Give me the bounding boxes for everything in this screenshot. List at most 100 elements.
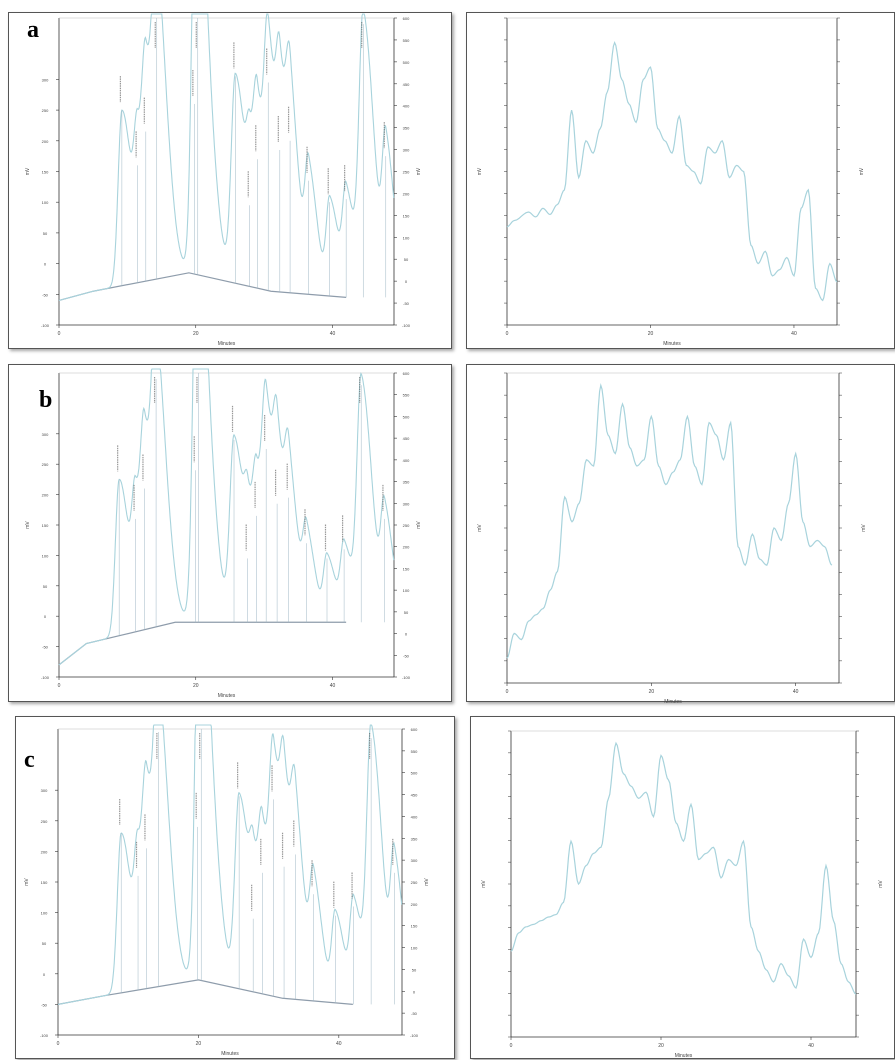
y-tick-label-left: -50 xyxy=(42,645,49,650)
y-tick-label-right: 0 xyxy=(405,279,408,284)
y-tick-label-right: 0 xyxy=(413,989,416,994)
y-tick-label-left: -100 xyxy=(41,675,50,680)
y-tick-label-left: -100 xyxy=(41,323,50,328)
y-tick-label-left: -100 xyxy=(40,1033,49,1038)
x-tick-label: 20 xyxy=(196,1041,202,1047)
y-tick-label-right: 350 xyxy=(403,480,410,485)
x-tick-label: 40 xyxy=(330,331,336,337)
y-tick-label-right: 500 xyxy=(403,414,410,419)
x-axis-label: Minutes xyxy=(218,693,236,699)
y-tick-label-right: 450 xyxy=(403,82,410,87)
y-tick-label-right: 50 xyxy=(412,967,417,972)
x-tick-label: 0 xyxy=(510,1043,513,1049)
x-axis-label: Minutes xyxy=(221,1051,239,1057)
x-tick-label: 20 xyxy=(648,331,654,337)
y-tick-label-right: 300 xyxy=(411,858,418,863)
y-axis-label-left: mV xyxy=(24,878,30,886)
y-tick-label-right: 150 xyxy=(403,566,410,571)
chart-svg-a-zoom: 0 20 40 Minutes mV mV xyxy=(477,17,865,347)
y-tick-label-right: 400 xyxy=(403,458,410,463)
y-tick-label-right: 600 xyxy=(411,727,418,732)
y-tick-label-right: 500 xyxy=(411,771,418,776)
y-tick-label-left: -50 xyxy=(41,1002,48,1007)
chart-panel-c-main: -100 -50 0 50 100 150 200 250 300 -100 -50 0 50 100 15… xyxy=(15,716,455,1059)
y-tick-label-left: 150 xyxy=(42,170,49,175)
y-tick-label-left: 50 xyxy=(42,941,47,946)
y-tick-label-left: 300 xyxy=(42,432,49,437)
y-tick-label-right: 450 xyxy=(403,436,410,441)
baseline-line xyxy=(58,272,347,302)
y-tick-label-right: 250 xyxy=(403,523,410,528)
y-tick-label-right: 350 xyxy=(403,126,410,131)
baseline-line xyxy=(58,621,347,666)
y-tick-label-left: 0 xyxy=(44,262,47,267)
y-tick-label-right: 550 xyxy=(403,393,410,398)
y-tick-label-right: 50 xyxy=(404,610,409,615)
chart-svg-c-main: -100-50050100150200250300-100-5005010015… xyxy=(24,724,430,1057)
y-tick-label-right: -50 xyxy=(403,653,410,658)
chromatogram-trace xyxy=(57,724,403,1005)
chromatogram-trace xyxy=(506,40,838,302)
y-tick-label-right: 100 xyxy=(403,588,410,593)
x-axis-label: Minutes xyxy=(664,699,682,703)
y-tick-label-right: 200 xyxy=(403,191,410,196)
y-axis-label-left: mV xyxy=(477,167,483,175)
x-tick-label: 20 xyxy=(649,689,655,695)
y-tick-label-right: 600 xyxy=(403,16,410,21)
chart-svg-b-zoom: 0 20 40 Minutes mV mV xyxy=(477,372,867,703)
y-tick-label-left: 100 xyxy=(42,553,49,558)
chromatogram-trace xyxy=(510,741,857,995)
y-tick-label-right: -100 xyxy=(410,1033,419,1038)
y-axis-label-left: mV xyxy=(477,524,483,532)
x-axis-label: Minutes xyxy=(675,1053,693,1059)
y-tick-label-right: -100 xyxy=(402,675,411,680)
y-tick-label-right: 300 xyxy=(403,148,410,153)
y-tick-label-left: 0 xyxy=(44,614,47,619)
y-axis-label-right: mV xyxy=(424,878,430,886)
y-tick-label-left: -50 xyxy=(42,292,49,297)
y-tick-label-right: 600 xyxy=(403,371,410,376)
y-tick-label-left: 250 xyxy=(42,462,49,467)
chart-svg-b-main: -100-50050100150200250300-100-5005010015… xyxy=(25,368,422,699)
x-tick-label: 20 xyxy=(193,331,199,337)
x-axis-label: Minutes xyxy=(218,341,236,347)
x-tick-label: 0 xyxy=(57,1041,60,1047)
x-tick-label: 40 xyxy=(791,331,797,337)
y-tick-label-right: 550 xyxy=(403,38,410,43)
y-tick-label-left: 100 xyxy=(42,200,49,205)
y-tick-label-right: 150 xyxy=(411,924,418,929)
y-tick-label-right: 100 xyxy=(411,946,418,951)
chart-panel-a-zoom: 0 20 40 Minutes mV mV xyxy=(466,12,895,349)
y-tick-label-right: 250 xyxy=(411,880,418,885)
y-tick-label-right: 200 xyxy=(403,545,410,550)
x-tick-label: 0 xyxy=(506,689,509,695)
y-tick-label-right: 300 xyxy=(403,501,410,506)
y-tick-label-left: 200 xyxy=(42,139,49,144)
y-tick-label-right: -50 xyxy=(411,1011,418,1016)
y-tick-label-right: 150 xyxy=(403,213,410,218)
y-tick-label-right: 350 xyxy=(411,836,418,841)
y-tick-label-right: -100 xyxy=(402,323,411,328)
chart-svg-a-main: -100-50050100150200250300-100-5005010015… xyxy=(25,13,422,347)
y-tick-label-right: 250 xyxy=(403,170,410,175)
y-tick-label-left: 0 xyxy=(43,972,46,977)
panel-label-b: b xyxy=(39,387,53,413)
panel-label-c: c xyxy=(24,747,35,773)
x-tick-label: 40 xyxy=(330,683,336,689)
y-tick-label-left: 150 xyxy=(41,880,48,885)
y-axis-label-left: mV xyxy=(25,167,31,175)
y-tick-label-left: 200 xyxy=(41,849,48,854)
y-tick-label-left: 100 xyxy=(41,911,48,916)
x-axis-label: Minutes xyxy=(663,341,681,347)
x-tick-label: 40 xyxy=(336,1041,342,1047)
y-axis-label-left: mV xyxy=(481,880,487,888)
chart-panel-b-zoom: 0 20 40 Minutes mV mV xyxy=(466,364,895,703)
y-tick-label-left: 250 xyxy=(42,108,49,113)
x-tick-label: 20 xyxy=(658,1043,664,1049)
y-axis-label-right: mV xyxy=(859,167,865,175)
y-tick-label-left: 50 xyxy=(43,584,48,589)
y-axis-label-right: mV xyxy=(861,524,867,532)
chromatogram-trace xyxy=(58,368,395,666)
y-tick-label-right: -50 xyxy=(403,301,410,306)
panel-label-a: a xyxy=(27,17,39,43)
